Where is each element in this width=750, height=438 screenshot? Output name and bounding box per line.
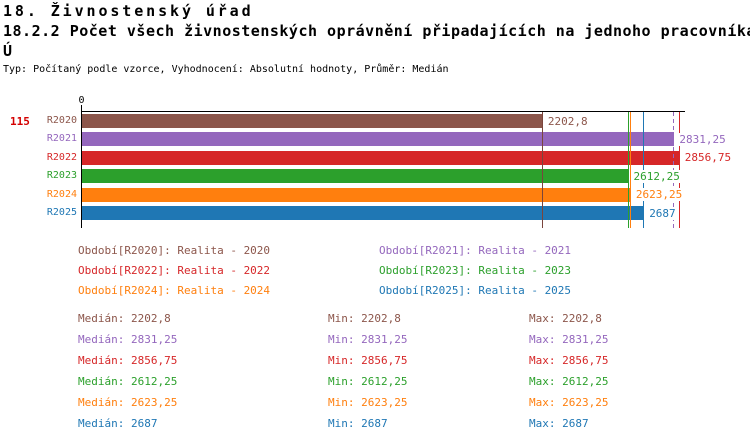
legend-item: Období[R2023]: Realita - 2023 (379, 263, 572, 277)
bar-category-label: R2023 (46, 170, 77, 182)
min-stat: Min: 2856,75 (328, 354, 408, 367)
series-statistics: Medián: 2202,8 Min: 2202,8 Max: 2202,8 Medi… (78, 308, 608, 434)
bar-category-label: R2024 (46, 188, 77, 200)
indicator-subtitle-line2: Ú (3, 42, 13, 60)
bar-value-label: 2687 (648, 206, 677, 220)
y-axis-line (81, 105, 82, 228)
max-stat: Max: 2202,8 (529, 312, 602, 325)
min-stat: Min: 2831,25 (328, 333, 408, 346)
median-stat: Medián: 2687 (78, 417, 158, 430)
bar (82, 132, 675, 147)
bar (82, 206, 645, 220)
legend-item: Období[R2022]: Realita - 2022 (78, 263, 271, 277)
min-stat: Min: 2687 (328, 417, 388, 430)
median-stat: Medián: 2831,25 (78, 333, 178, 346)
legend-item: Období[R2024]: Realita - 2024 (78, 284, 271, 298)
bar-value-label: 2623,25 (634, 188, 684, 202)
indicator-subtitle-line1: 18.2.2 Počet všech živnostenských oprávn… (3, 22, 750, 40)
max-stat: Max: 2612,25 (529, 375, 609, 388)
bar (82, 169, 629, 184)
legend-item: Období[R2020]: Realita - 2020 (78, 243, 271, 257)
max-stat: Max: 2831,25 (529, 333, 609, 346)
bar (82, 187, 631, 202)
bar (82, 114, 543, 128)
legend-item: Období[R2021]: Realita - 2021 (379, 243, 572, 257)
max-stat: Max: 2856,75 (529, 354, 609, 367)
indicator-row-number: 115 (10, 115, 30, 128)
indicator-meta: Typ: Počítaný podle vzorce, Vyhodnocení:… (3, 64, 449, 75)
series-marker-line (541, 112, 543, 228)
series-legend: Období[R2020]: Realita - 2020 Období[R202… (78, 240, 571, 301)
min-stat: Min: 2202,8 (328, 312, 401, 325)
legend-item: Období[R2025]: Realita - 2025 (379, 284, 572, 298)
bar-value-label: 2831,25 (678, 132, 727, 146)
bar-value-label: 2202,8 (546, 114, 589, 128)
median-stat: Medián: 2202,8 (78, 312, 171, 325)
bar (82, 150, 680, 165)
bar-category-label: R2021 (46, 133, 77, 145)
series-marker-line (627, 112, 629, 228)
bar-category-label: R2022 (46, 151, 77, 163)
max-stat: Max: 2687 (529, 417, 589, 430)
median-stat: Medián: 2856,75 (78, 354, 178, 367)
min-stat: Min: 2623,25 (328, 396, 408, 409)
median-stat: Medián: 2623,25 (78, 396, 178, 409)
x-axis-line (81, 111, 685, 112)
bar-value-label: 2612,25 (632, 169, 681, 183)
x-axis-zero-tick-label: 0 (78, 95, 85, 106)
min-stat: Min: 2612,25 (328, 375, 408, 388)
bar-value-label: 2856,75 (683, 151, 733, 165)
max-stat: Max: 2623,25 (529, 396, 609, 409)
bar-category-label: R2020 (46, 115, 77, 126)
bar-category-label: R2025 (46, 207, 77, 218)
series-marker-line (629, 112, 631, 228)
median-stat: Medián: 2612,25 (78, 375, 178, 388)
page-title: 18. Živnostenský úřad (3, 2, 254, 20)
